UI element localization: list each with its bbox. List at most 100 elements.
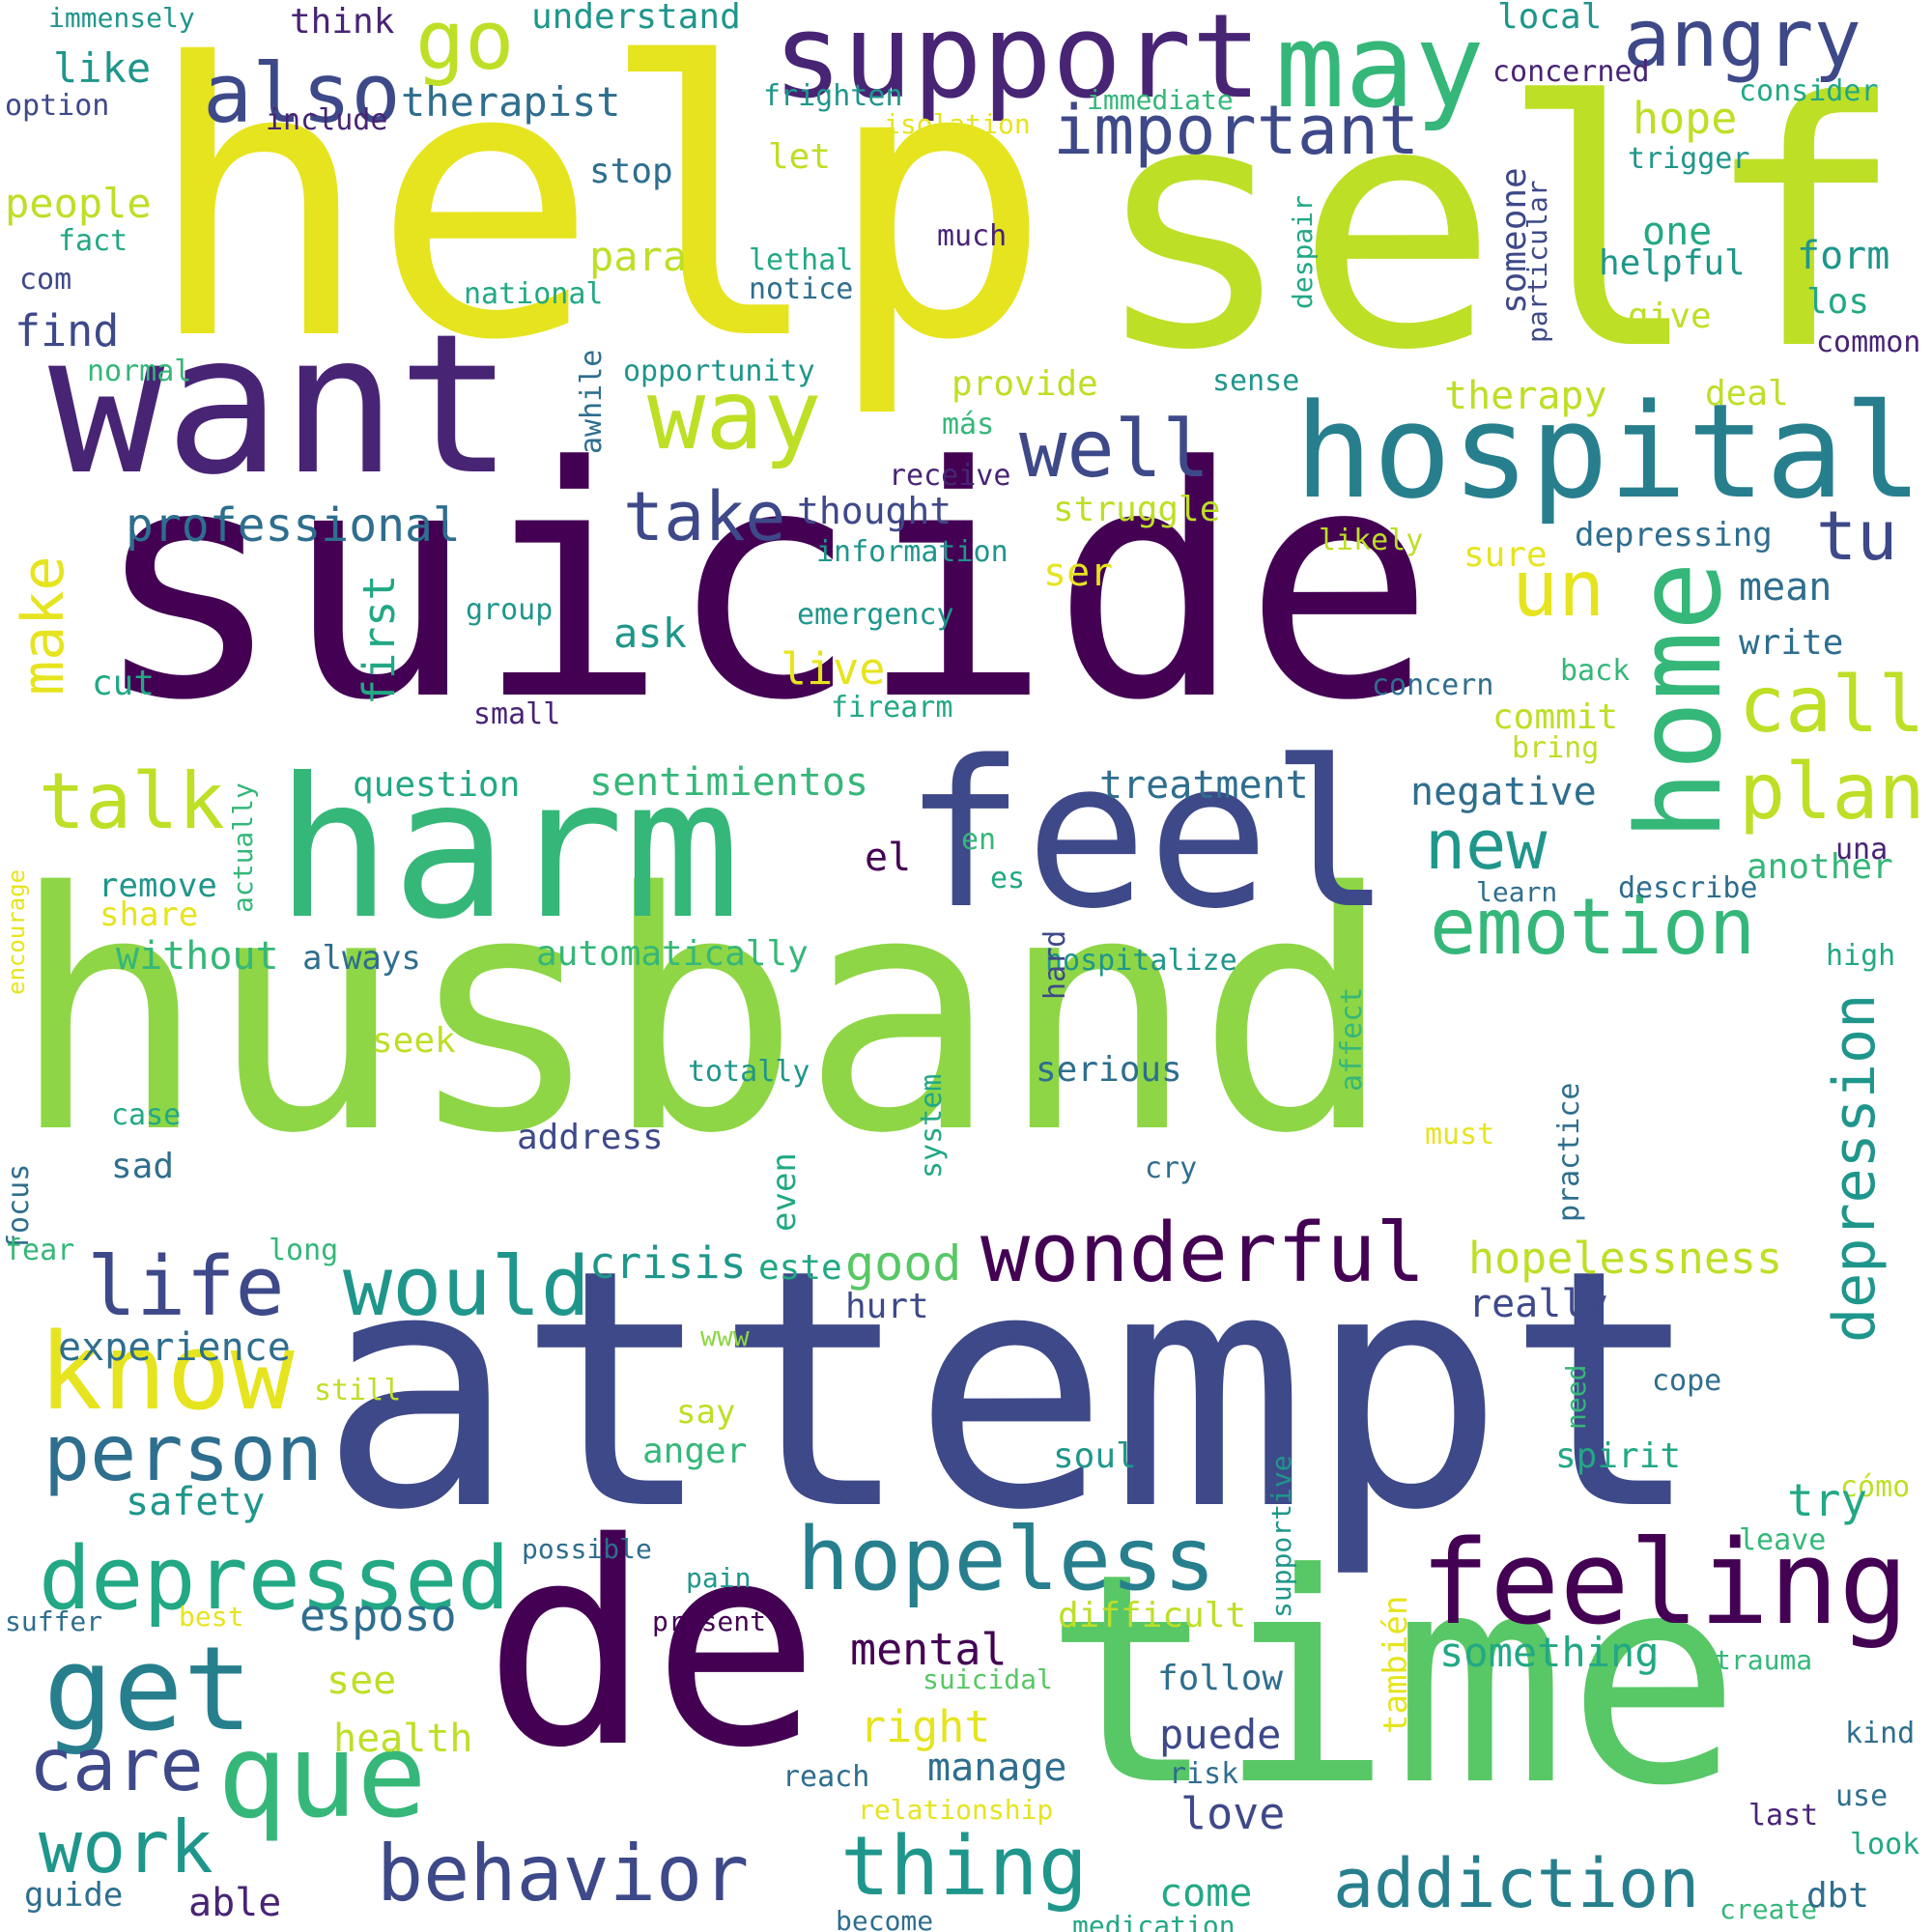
word-home: home: [1613, 561, 1747, 840]
word-thing: thing: [840, 1819, 1088, 1915]
word-manage: manage: [927, 1746, 1067, 1790]
word-long: long: [269, 1234, 339, 1267]
word-experience: experience: [58, 1325, 291, 1370]
word-way: way: [647, 358, 822, 471]
word-mas: más: [942, 408, 995, 441]
word-describe: describe: [1618, 871, 1758, 905]
word-able: able: [188, 1881, 282, 1925]
word-give: give: [1628, 297, 1712, 336]
word-los: los: [1806, 282, 1870, 322]
word-local: local: [1497, 0, 1603, 37]
word-would: would: [343, 1239, 590, 1335]
word-hospitalize: hospitalize: [1045, 944, 1237, 978]
word-come: come: [1159, 1871, 1253, 1916]
word-hope: hope: [1633, 93, 1738, 144]
word-serious: serious: [1036, 1050, 1182, 1090]
word-mental: mental: [850, 1624, 1008, 1675]
word-guide: guide: [24, 1876, 124, 1915]
word-es: es: [990, 862, 1026, 895]
word-see: see: [327, 1659, 397, 1703]
word-depression: depression: [1821, 993, 1889, 1343]
word-hurt: hurt: [845, 1287, 929, 1326]
word-must: must: [1425, 1118, 1495, 1151]
word-need: need: [1560, 1364, 1592, 1430]
word-risk: risk: [1169, 1757, 1239, 1791]
word-una: una: [1835, 833, 1889, 867]
word-another: another: [1747, 847, 1893, 887]
word-bring: bring: [1512, 731, 1600, 765]
word-trigger: trigger: [1628, 142, 1750, 176]
word-without: without: [116, 934, 279, 979]
word-go: go: [415, 0, 515, 89]
word-commit: commit: [1492, 697, 1619, 737]
word-notice: notice: [749, 272, 854, 306]
word-affect: affect: [1335, 986, 1369, 1092]
word-relationship: relationship: [858, 1794, 1054, 1826]
word-work: work: [39, 1804, 213, 1889]
word-spirit: spirit: [1555, 1436, 1682, 1476]
word-last: last: [1748, 1799, 1819, 1833]
word-cry: cry: [1145, 1151, 1198, 1185]
word-immensely: immensely: [48, 2, 195, 34]
word-cut: cut: [92, 664, 156, 703]
word-know: know: [39, 1310, 295, 1434]
word-de: de: [483, 1484, 821, 1809]
word-find: find: [14, 305, 120, 356]
word-tu: tu: [1816, 497, 1898, 576]
word-depressing: depressing: [1575, 516, 1773, 554]
word-totally: totally: [688, 1055, 810, 1089]
word-en: en: [961, 823, 997, 857]
word-struggle: struggle: [1053, 490, 1221, 529]
word-say: say: [676, 1393, 736, 1432]
word-call: call: [1739, 660, 1925, 750]
word-depressed: depressed: [39, 1528, 510, 1630]
word-address: address: [517, 1118, 664, 1157]
word-particular: particular: [1521, 180, 1553, 343]
word-new: new: [1425, 806, 1548, 885]
word-case: case: [111, 1098, 182, 1132]
word-este: este: [758, 1248, 842, 1288]
word-tambien: también: [1377, 1595, 1415, 1734]
word-person: person: [43, 1408, 323, 1498]
word-firearm: firearm: [831, 691, 953, 724]
word-likely: likely: [1319, 524, 1424, 557]
word-therapist: therapist: [401, 78, 621, 126]
word-sure: sure: [1463, 535, 1548, 575]
word-get: get: [43, 1623, 253, 1757]
word-hopelessness: hopelessness: [1468, 1233, 1783, 1284]
word-let: let: [768, 137, 832, 177]
word-consider: consider: [1739, 74, 1879, 108]
word-concern: concern: [1372, 668, 1494, 702]
word-high: high: [1826, 939, 1896, 973]
word-attempt: attempt: [319, 1200, 1703, 1582]
word-one: one: [1642, 210, 1713, 254]
word-esposo: esposo: [299, 1590, 457, 1641]
word-create: create: [1719, 1893, 1818, 1925]
word-may: may: [1275, 0, 1485, 134]
word-live: live: [781, 643, 886, 695]
word-frighten: frighten: [763, 79, 903, 113]
word-www: www: [700, 1321, 750, 1352]
word-seek: seek: [372, 1021, 456, 1061]
word-plan: plan: [1739, 747, 1925, 837]
word-hopeless: hopeless: [797, 1509, 1216, 1610]
word-sentimientos: sentimientos: [589, 760, 868, 805]
word-kind: kind: [1845, 1717, 1916, 1750]
word-take: take: [623, 477, 786, 556]
word-always: always: [302, 939, 421, 978]
word-mean: mean: [1739, 565, 1833, 610]
word-try: try: [1787, 1474, 1868, 1526]
word-suffer: suffer: [5, 1605, 103, 1637]
word-care: care: [29, 1722, 204, 1807]
word-ser: ser: [1043, 551, 1114, 595]
word-something: something: [1439, 1629, 1660, 1676]
word-addiction: addiction: [1333, 1844, 1700, 1923]
word-lethal: lethal: [749, 243, 854, 277]
word-common: common: [1816, 326, 1921, 359]
word-suicidal: suicidal: [923, 1663, 1053, 1695]
word-emergency: emergency: [797, 598, 954, 632]
word-form: form: [1797, 234, 1890, 278]
word-cope: cope: [1652, 1364, 1722, 1398]
word-angry: angry: [1623, 0, 1861, 85]
